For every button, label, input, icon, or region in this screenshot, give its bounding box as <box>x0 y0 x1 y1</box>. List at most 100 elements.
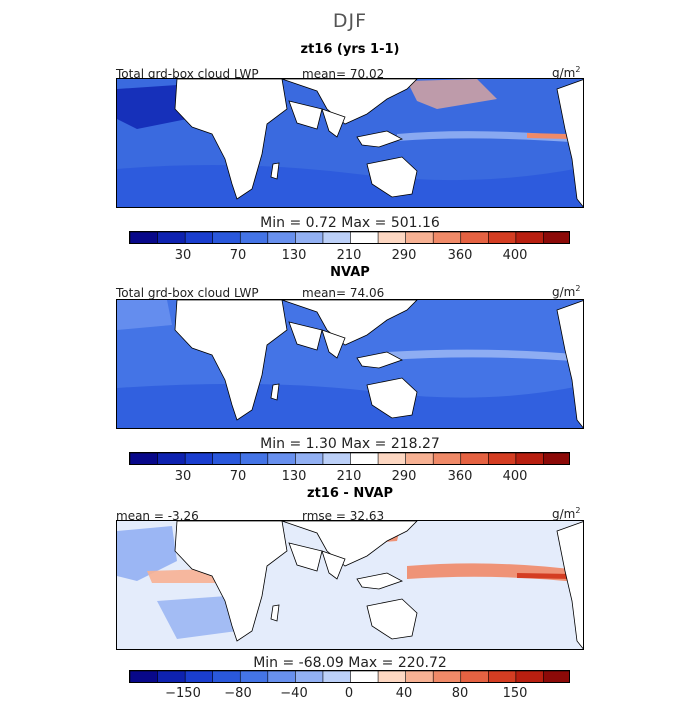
australia <box>366 377 418 419</box>
colorbar-segment <box>267 671 296 682</box>
panel3-cbar-tick: 150 <box>502 686 528 701</box>
panel2-cbar-tick: 290 <box>391 469 417 484</box>
colorbar-segment <box>212 671 241 682</box>
nw-dark-patch <box>117 85 187 129</box>
colorbar-segment <box>130 453 159 464</box>
colorbar-segment <box>239 232 269 243</box>
colorbar-segment <box>295 232 324 243</box>
colorbar-segment <box>543 232 569 243</box>
colorbar-segment <box>377 671 407 682</box>
panel3-cbar-tick: −40 <box>280 686 308 701</box>
maritime-continent <box>356 130 403 148</box>
panel2-units: g/m2 <box>552 284 581 299</box>
colorbar-segment <box>322 232 352 243</box>
panel1-cbar-tick: 290 <box>391 248 417 263</box>
colorbar-segment <box>432 232 462 243</box>
colorbar-segment <box>488 453 517 464</box>
madagascar <box>270 162 280 180</box>
panel2-mean-label: mean= 74.06 <box>302 286 385 300</box>
colorbar-segment <box>184 232 214 243</box>
colorbar-segment <box>184 453 214 464</box>
panel1-cbar-tick: 130 <box>281 248 307 263</box>
india <box>321 329 346 359</box>
colorbar-segment <box>157 453 186 464</box>
colorbar-segment <box>350 232 379 243</box>
asia <box>281 521 418 567</box>
panel1-units: g/m2 <box>552 65 581 80</box>
madagascar <box>270 383 280 401</box>
arabia <box>288 542 323 572</box>
panel1-minmax: Min = 0.72 Max = 501.16 <box>260 215 440 231</box>
australia <box>366 156 418 198</box>
panel1-cbar-tick: 30 <box>174 248 192 263</box>
americas <box>556 300 583 428</box>
panel3-cbar-tick: −150 <box>165 686 201 701</box>
colorbar-segment <box>267 232 296 243</box>
madagascar <box>270 604 280 622</box>
colorbar-segment <box>295 671 324 682</box>
north-pacific-light <box>407 79 497 109</box>
arabia <box>288 321 323 351</box>
panel2-cbar-tick: 30 <box>174 469 192 484</box>
panel1-cbar-tick: 70 <box>229 248 247 263</box>
asia <box>281 300 418 346</box>
panel2-cbar-tick: 70 <box>229 469 247 484</box>
colorbar-segment <box>405 232 434 243</box>
panel1-title: zt16 (yrs 1-1) <box>300 42 400 57</box>
panel2-cbar-tick: 360 <box>447 469 473 484</box>
maritime-continent <box>356 351 403 369</box>
pacific-core <box>517 573 573 579</box>
panel1-cbar-tick: 360 <box>447 248 473 263</box>
panel1-variable-label: Total grd-box cloud LWP <box>116 67 259 81</box>
panel3-map <box>116 520 584 650</box>
colorbar-segment <box>488 232 517 243</box>
colorbar-segment <box>515 232 545 243</box>
colorbar-segment <box>460 671 489 682</box>
panel3-minmax: Min = -68.09 Max = 220.72 <box>253 655 447 671</box>
colorbar-segment <box>432 671 462 682</box>
panel3-cbar-tick: 40 <box>395 686 413 701</box>
panel3-colorbar <box>129 670 570 683</box>
itcz-core <box>527 133 569 139</box>
colorbar-segment <box>543 671 569 682</box>
colorbar-segment <box>212 453 241 464</box>
colorbar-segment <box>405 453 434 464</box>
panel2-minmax: Min = 1.30 Max = 218.27 <box>260 436 440 452</box>
colorbar-segment <box>488 671 517 682</box>
colorbar-segment <box>460 232 489 243</box>
africa <box>174 300 288 421</box>
india <box>321 108 346 138</box>
panel3-rmse-label: rmse = 32.63 <box>302 509 385 523</box>
colorbar-segment <box>405 671 434 682</box>
india <box>321 550 346 580</box>
colorbar-segment <box>432 453 462 464</box>
panel3-cbar-tick: −80 <box>224 686 252 701</box>
colorbar-segment <box>322 671 352 682</box>
panel2-title: NVAP <box>330 265 370 280</box>
panel2-colorbar <box>129 452 570 465</box>
figure-title: DJF <box>332 10 368 32</box>
colorbar-segment <box>157 671 186 682</box>
colorbar-segment <box>295 453 324 464</box>
colorbar-segment <box>130 232 159 243</box>
australia <box>366 598 418 640</box>
panel1-cbar-tick: 400 <box>502 248 528 263</box>
panel1-cbar-tick: 210 <box>336 248 362 263</box>
colorbar-segment <box>212 232 241 243</box>
africa <box>174 521 288 642</box>
panel3-units: g/m2 <box>552 506 581 521</box>
colorbar-segment <box>239 453 269 464</box>
colorbar-segment <box>267 453 296 464</box>
asia <box>281 79 418 125</box>
colorbar-segment <box>350 671 379 682</box>
panel3-mean-label: mean = -3.26 <box>116 509 199 523</box>
americas <box>556 521 583 649</box>
colorbar-segment <box>322 453 352 464</box>
west-blue-patch <box>117 526 177 581</box>
south-blue-patch <box>157 596 237 639</box>
colorbar-segment <box>515 671 545 682</box>
atlantic-red-patch <box>147 569 217 583</box>
panel2-cbar-tick: 400 <box>502 469 528 484</box>
colorbar-segment <box>184 671 214 682</box>
panel3-cbar-tick: 0 <box>344 686 354 701</box>
